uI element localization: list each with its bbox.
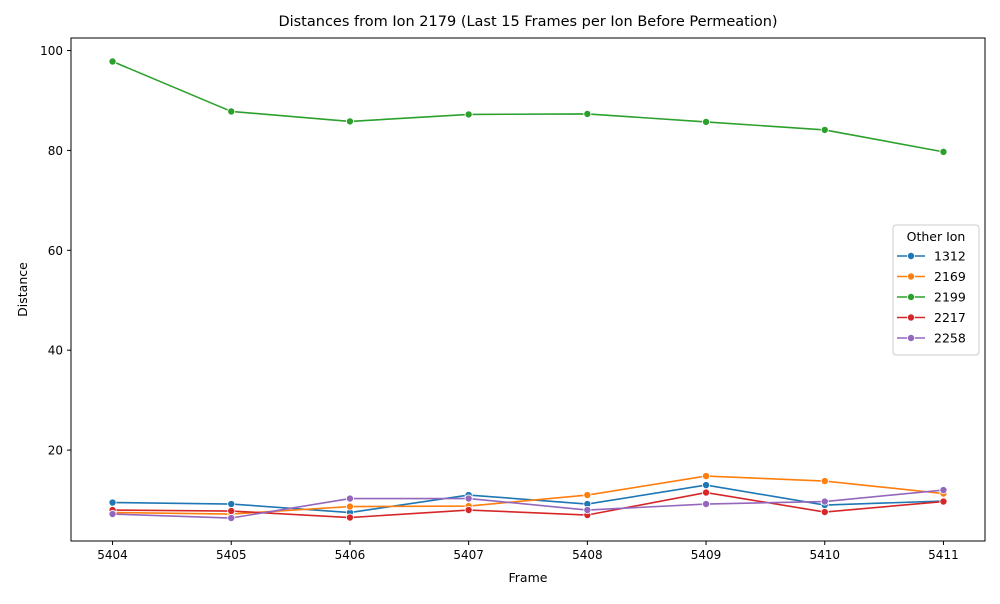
legend-marker [907, 313, 916, 322]
x-tick-label: 5404 [97, 548, 128, 562]
data-point-2169 [820, 477, 829, 486]
data-point-2217 [820, 508, 829, 517]
series-line-2258 [112, 489, 944, 519]
legend-items: 1312 2169 2199 2217 2258 [897, 249, 966, 346]
x-tick-label: 5406 [335, 548, 366, 562]
y-tick-label: 20 [48, 444, 63, 458]
x-tick-label: 5409 [691, 548, 722, 562]
y-axis: 20 40 60 80 100 [40, 44, 71, 458]
data-point-2258 [464, 494, 473, 503]
data-point-2258 [345, 494, 354, 503]
chart-title: Distances from Ion 2179 (Last 15 Frames … [278, 14, 777, 30]
y-axis-label: Distance [15, 262, 30, 317]
plot-area [70, 37, 986, 542]
legend-item-2199: 2199 [897, 290, 966, 305]
legend-marker [907, 292, 916, 301]
legend-title: Other Ion [907, 229, 966, 244]
data-point-2199 [939, 147, 948, 156]
data-point-2199 [464, 110, 473, 119]
legend-label: 2169 [934, 269, 966, 284]
data-point-2169 [583, 491, 592, 500]
series-line-2169 [112, 475, 944, 515]
data-point-2217 [702, 488, 711, 497]
data-point-2258 [108, 510, 117, 519]
series-line-2217 [112, 491, 944, 519]
legend-marker [907, 251, 916, 260]
legend-label: 2199 [934, 290, 966, 305]
data-point-2217 [227, 507, 236, 516]
x-tick-label: 5410 [809, 548, 840, 562]
series-2199 [108, 57, 948, 156]
legend: Other Ion 1312 2169 2199 2217 2258 [892, 224, 980, 356]
data-point-2169 [702, 472, 711, 481]
series-line-2199 [112, 60, 944, 153]
legend-marker [907, 333, 916, 342]
data-point-1312 [227, 500, 236, 509]
data-point-2199 [345, 117, 354, 126]
data-point-2258 [702, 500, 711, 509]
x-tick-label: 5408 [572, 548, 603, 562]
plot-frame [70, 37, 986, 542]
data-point-2258 [939, 486, 948, 495]
legend-marker [907, 272, 916, 281]
y-tick-label: 60 [48, 244, 63, 258]
y-tick-label: 40 [48, 344, 63, 358]
x-tick-label: 5405 [216, 548, 247, 562]
data-point-2199 [227, 107, 236, 116]
data-point-2258 [583, 506, 592, 515]
y-tick-label: 100 [40, 44, 63, 58]
legend-label: 2217 [934, 310, 966, 325]
data-point-1312 [108, 498, 117, 507]
data-point-2169 [345, 502, 354, 511]
legend-item-1312: 1312 [897, 249, 966, 264]
x-axis-label: Frame [509, 570, 548, 585]
data-point-2199 [108, 57, 117, 66]
x-tick-label: 5407 [453, 548, 484, 562]
series-2217 [108, 488, 948, 522]
x-tick-label: 5411 [928, 548, 959, 562]
legend-item-2217: 2217 [897, 310, 966, 325]
data-point-2199 [583, 109, 592, 118]
data-point-2258 [820, 497, 829, 506]
series-layer [108, 57, 948, 523]
legend-label: 1312 [934, 249, 966, 264]
legend-label: 2258 [934, 331, 966, 346]
data-point-2199 [820, 125, 829, 134]
legend-item-2169: 2169 [897, 269, 966, 284]
series-2258 [108, 486, 948, 523]
data-point-2217 [345, 513, 354, 522]
y-tick-label: 80 [48, 144, 63, 158]
data-point-2217 [939, 497, 948, 506]
data-point-2217 [464, 506, 473, 515]
data-point-2258 [227, 514, 236, 523]
data-point-2199 [702, 117, 711, 126]
x-axis: 5404 5405 5406 5407 5408 5409 5410 5411 [97, 541, 959, 562]
series-line-1312 [112, 484, 944, 514]
data-point-1312 [702, 481, 711, 490]
legend-item-2258: 2258 [897, 331, 966, 346]
